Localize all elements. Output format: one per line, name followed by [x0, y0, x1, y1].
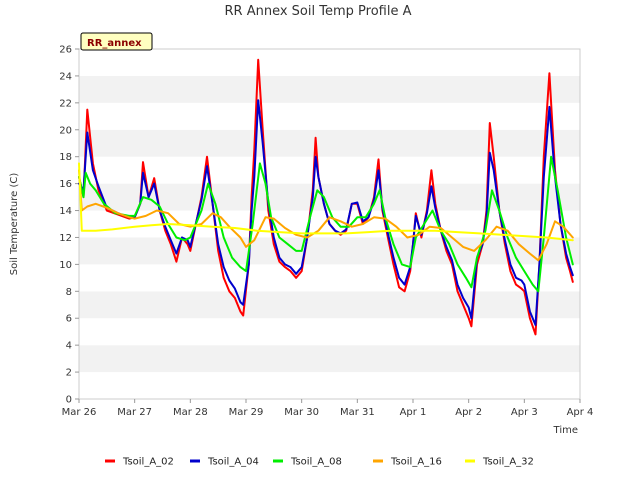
x-tick-label: Mar 28 — [173, 407, 208, 418]
y-tick-label: 12 — [59, 233, 72, 244]
y-tick-label: 4 — [66, 341, 72, 352]
x-tick-label: Mar 31 — [340, 407, 375, 418]
y-tick-label: 16 — [59, 179, 72, 190]
station-badge: RR_annex — [80, 32, 153, 51]
grid-band — [79, 75, 580, 103]
grid-band — [79, 49, 580, 76]
x-tick-label: Mar 27 — [117, 407, 152, 418]
y-tick-label: 20 — [59, 125, 72, 136]
series-line-tsoil-a-08 — [78, 155, 574, 293]
y-tick-label: 6 — [66, 314, 72, 325]
legend-label: Tsoil_A_32 — [482, 457, 534, 468]
y-tick-label: 22 — [59, 98, 72, 109]
grid-band — [79, 102, 580, 130]
grid-bands — [79, 49, 580, 399]
x-tick-label: Mar 26 — [62, 407, 97, 418]
grid-band — [79, 264, 580, 292]
y-tick-label: 26 — [59, 45, 72, 56]
x-tick-label: Apr 3 — [511, 407, 538, 418]
legend-label: Tsoil_A_04 — [207, 457, 259, 468]
series-lines — [78, 58, 574, 336]
legend-label: Tsoil_A_08 — [290, 457, 342, 468]
legend-label: Tsoil_A_16 — [390, 457, 442, 468]
x-tick-label: Apr 4 — [567, 407, 594, 418]
grid-band — [79, 372, 580, 399]
y-tick-label: 10 — [59, 260, 72, 271]
legend-label: Tsoil_A_02 — [122, 457, 174, 468]
y-axis-label: Soil Temperature (C) — [9, 173, 20, 276]
grid-band — [79, 291, 580, 319]
y-tick-label: 24 — [59, 71, 72, 82]
x-tick-label: Apr 1 — [400, 407, 427, 418]
y-tick-label: 8 — [66, 287, 72, 298]
grid-band — [79, 318, 580, 346]
x-axis: Mar 26 Mar 27 Mar 28 Mar 29 Mar 30 Mar 31 Apr … — [62, 399, 594, 418]
badge-box — [80, 32, 153, 51]
chart-title: RR Annex Soil Temp Profile A — [225, 4, 412, 19]
badge-label: RR_annex — [87, 38, 142, 49]
plot-area-border — [78, 48, 581, 400]
y-tick-label: 14 — [59, 206, 72, 217]
x-tick-label: Apr 2 — [455, 407, 482, 418]
grid-band — [79, 129, 580, 157]
x-tick-label: Mar 30 — [284, 407, 319, 418]
grid-band — [79, 237, 580, 265]
x-tick-label: Mar 29 — [229, 407, 264, 418]
x-axis-label: Time — [553, 425, 578, 436]
series-line-tsoil-a-32 — [78, 162, 574, 242]
y-tick-label: 0 — [66, 395, 72, 406]
series-line-tsoil-a-04 — [78, 99, 574, 326]
legend: Tsoil_A_02 Tsoil_A_04 Tsoil_A_08 Tsoil_A_16… — [105, 457, 534, 468]
y-tick-label: 18 — [59, 152, 72, 163]
grid-band — [79, 345, 580, 373]
y-tick-label: 2 — [66, 368, 72, 379]
